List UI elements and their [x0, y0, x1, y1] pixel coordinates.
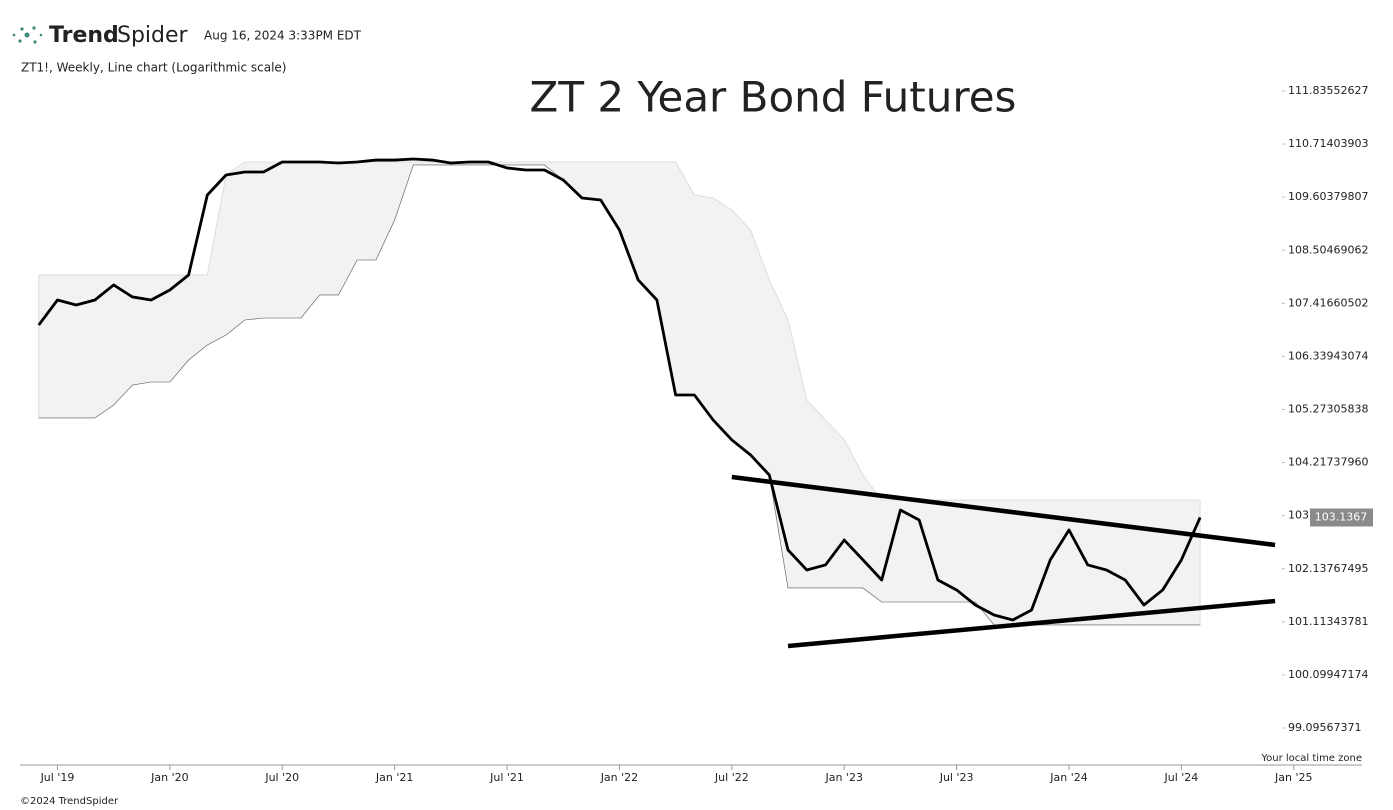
x-tick-label: Jul '19 — [40, 771, 75, 784]
y-tick-label: 107.41660502 — [1288, 296, 1368, 309]
logo-light: Spider — [117, 23, 189, 48]
trendline — [731, 474, 1276, 548]
y-tick-label: 99.09567371 — [1288, 721, 1361, 734]
y-tick-label: 110.71403903 — [1288, 137, 1368, 150]
x-tick-label: Jul '20 — [264, 771, 299, 784]
last-price-label: 103.1367 — [1315, 510, 1368, 523]
trendline — [787, 598, 1276, 649]
y-tick-label: 104.21737960 — [1288, 456, 1368, 469]
plot — [37, 157, 1276, 649]
y-tick-label: 109.60379807 — [1288, 190, 1368, 203]
y-tick-label: 108.50469062 — [1288, 243, 1368, 256]
x-tick-label: Jan '20 — [150, 771, 188, 784]
x-tick-label: Jul '24 — [1164, 771, 1199, 784]
x-tick-label: Jan '24 — [1049, 771, 1087, 784]
copyright: ©2024 TrendSpider — [20, 796, 119, 807]
last-price-box — [1310, 508, 1373, 527]
x-tick-label: Jan '21 — [375, 771, 413, 784]
price-line — [37, 157, 1202, 622]
y-tick-label: 102.13767495 — [1288, 562, 1368, 575]
x-tick-label: Jan '22 — [600, 771, 638, 784]
x-tick-label: Jul '23 — [939, 771, 974, 784]
x-tick-label: Jul '21 — [489, 771, 524, 784]
timezone: Your local time zone — [1260, 753, 1362, 764]
logo-bold: Trend — [49, 23, 119, 48]
timestamp: Aug 16, 2024 3:33PM EDT — [204, 29, 362, 43]
x-tick-label: Jan '23 — [824, 771, 862, 784]
y-tick-label: 100.09947174 — [1288, 668, 1368, 681]
y-tick-label: 106.33943074 — [1288, 349, 1368, 362]
x-tick-label: Jan '25 — [1274, 771, 1312, 784]
y-tick-label: 101.11343781 — [1288, 615, 1368, 628]
symbol-info: ZT1!, Weekly, Line chart (Logarithmic sc… — [21, 61, 286, 75]
logo-icon — [12, 26, 43, 44]
chart-title: ZT 2 Year Bond Futures — [530, 73, 1017, 122]
y-tick-label: 111.83552627 — [1288, 84, 1368, 97]
y-tick-label: 105.27305838 — [1288, 403, 1368, 416]
x-tick-label: Jul '22 — [714, 771, 749, 784]
